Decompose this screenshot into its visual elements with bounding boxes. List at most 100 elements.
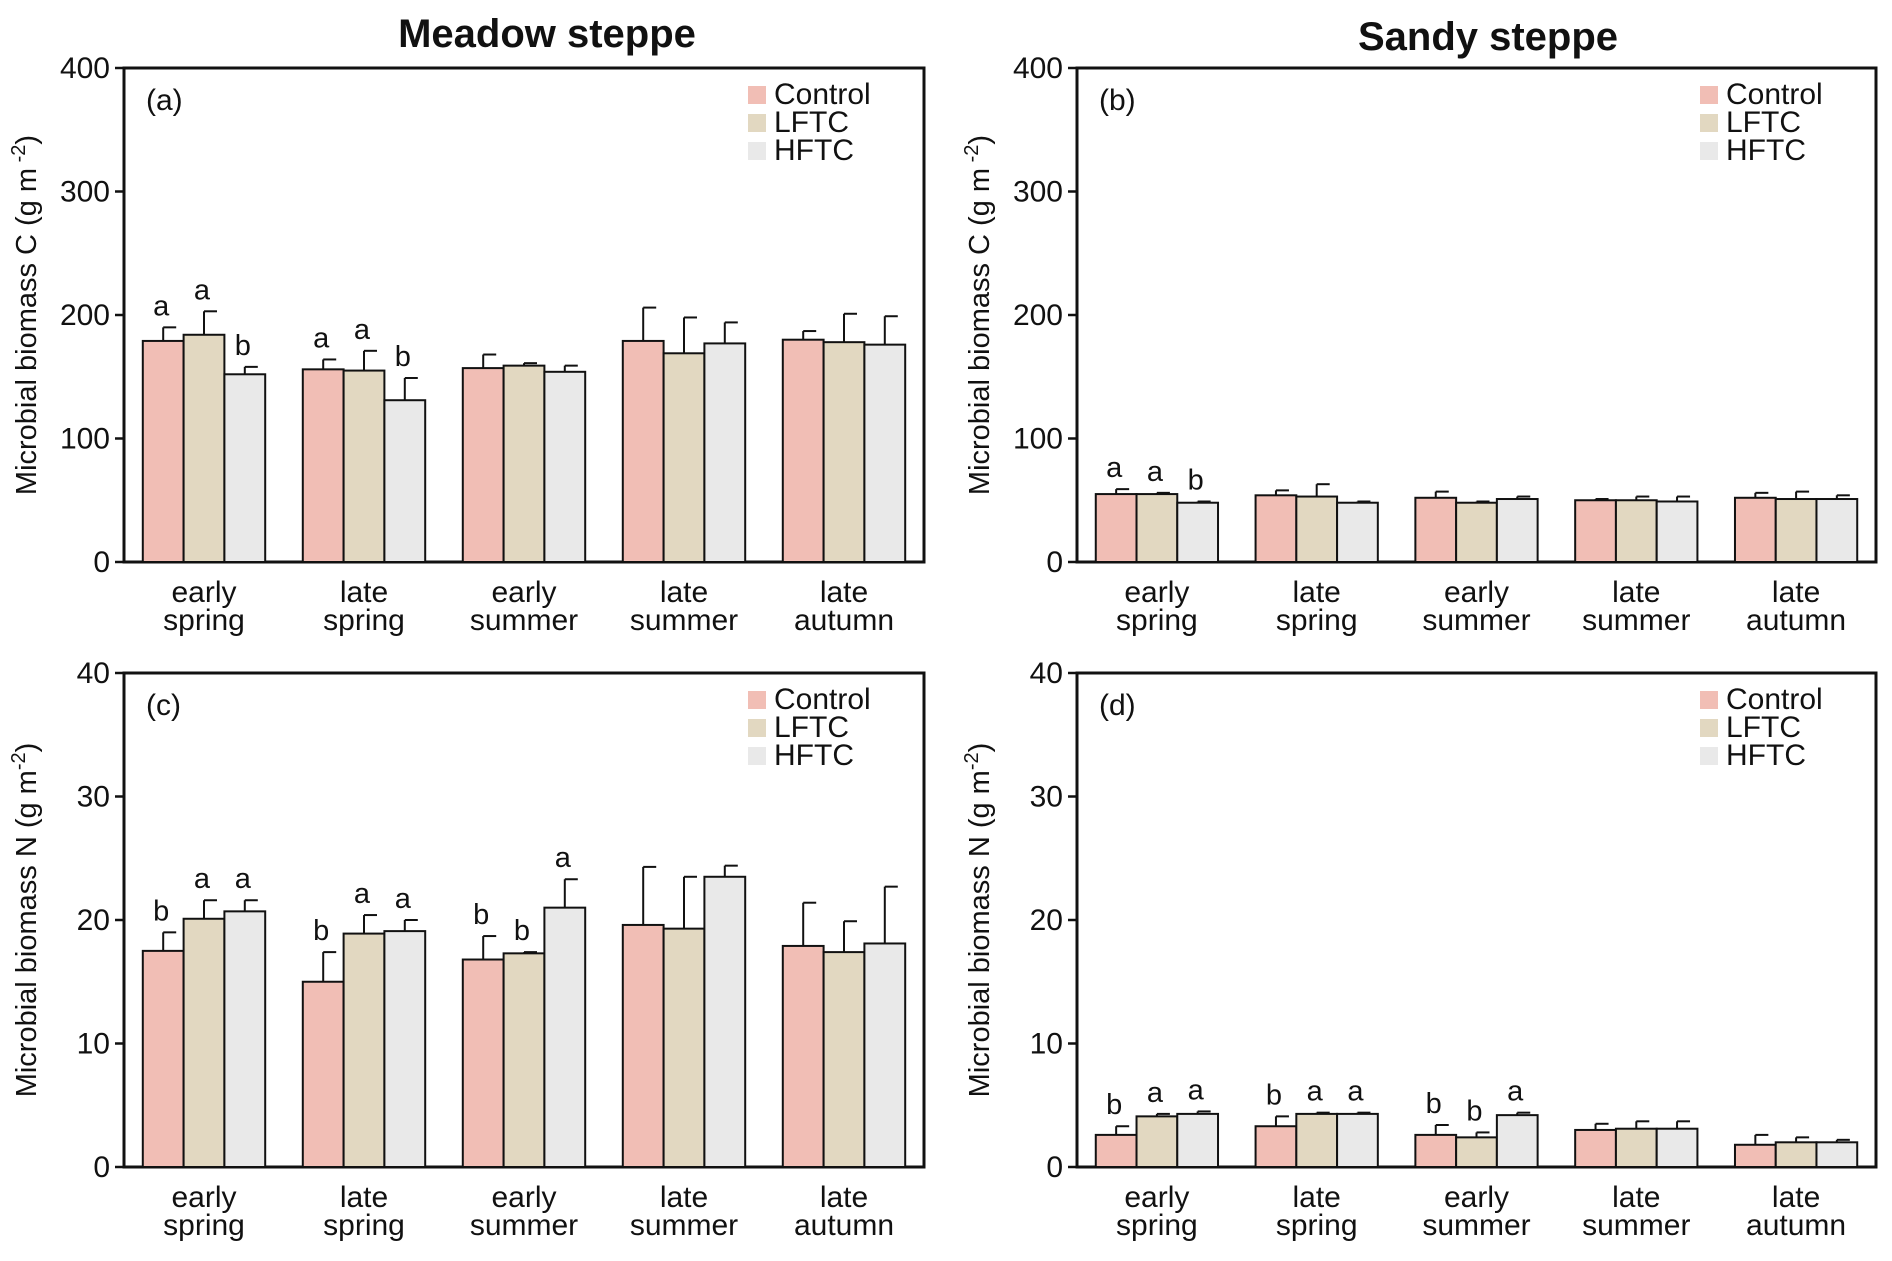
panel-c: 0 10 20 30 40 Microbial biomass N (g m-2) (c) C… xyxy=(8,657,926,1242)
y-tick-label: 10 xyxy=(1030,1028,1063,1061)
bar-hftc xyxy=(1655,500,1699,563)
legend-swatch-hftc xyxy=(1700,142,1718,160)
x-tick-label: late summer xyxy=(630,1181,738,1242)
significance-letter: b xyxy=(473,899,489,931)
significance-letter: a xyxy=(153,290,170,322)
x-tick-label: early summer xyxy=(470,1181,578,1242)
x-tick-label: late autumn xyxy=(794,1181,894,1242)
bar-hftc xyxy=(703,875,747,1169)
panel-label: (a) xyxy=(146,84,183,117)
bar-control xyxy=(461,367,505,564)
bar-control xyxy=(301,368,345,563)
x-tick-label: early summer xyxy=(470,576,578,637)
y-tick-label: 0 xyxy=(1046,546,1063,579)
x-tick-label: late spring xyxy=(1276,576,1358,637)
bar-lftc xyxy=(1774,1141,1818,1169)
legend-label-lftc: LFTC xyxy=(774,106,849,139)
y-tick-label: 300 xyxy=(60,176,110,209)
y-axis-label: Microbial biomass N (g m-2) xyxy=(8,743,43,1098)
significance-letter: a xyxy=(1347,1076,1364,1108)
y-tick-label: 20 xyxy=(1030,904,1063,937)
x-tick-label: late summer xyxy=(1582,576,1690,637)
legend-swatch-lftc xyxy=(748,114,766,132)
x-tick-label: early spring xyxy=(163,1181,245,1242)
bar-hftc xyxy=(223,373,267,563)
bar-control xyxy=(1094,493,1138,564)
significance-letter: a xyxy=(395,883,412,915)
x-tick-label: late spring xyxy=(323,576,405,637)
legend-swatch-control xyxy=(1700,86,1718,104)
bar-control xyxy=(621,339,665,563)
bar-control xyxy=(781,338,825,564)
y-tick-label: 40 xyxy=(1030,657,1063,690)
y-axis-label: Microbial biomass C (g m -2) xyxy=(961,135,996,495)
legend-swatch-lftc xyxy=(1700,719,1718,737)
bar-control xyxy=(301,980,345,1168)
panel-a: 0 100 200 300 400 Microbial biomass C (g m -2… xyxy=(8,52,926,637)
legend-label-lftc: LFTC xyxy=(1726,106,1801,139)
bar-control xyxy=(1094,1133,1138,1169)
bar-lftc xyxy=(1774,498,1818,564)
x-tick-label: late summer xyxy=(630,576,738,637)
y-tick-label: 20 xyxy=(77,904,110,937)
significance-letter: b xyxy=(1266,1079,1282,1111)
legend-swatch-control xyxy=(1700,691,1718,709)
x-tick-label: early summer xyxy=(1422,1181,1530,1242)
bar-control xyxy=(1414,496,1458,563)
x-tick-label: late autumn xyxy=(794,576,894,637)
bar-lftc xyxy=(342,369,386,564)
bar-lftc xyxy=(502,952,546,1168)
legend-swatch-lftc xyxy=(1700,114,1718,132)
bar-lftc xyxy=(502,364,546,564)
panel-label: (d) xyxy=(1099,689,1136,722)
bar-control xyxy=(1254,494,1298,563)
significance-letter: a xyxy=(1147,456,1164,488)
significance-letter: b xyxy=(1188,464,1204,496)
legend-label-hftc: HFTC xyxy=(774,134,854,167)
bar-hftc xyxy=(543,370,587,563)
significance-letter: a xyxy=(313,322,330,354)
bar-hftc xyxy=(1176,501,1220,563)
y-axis-label: Microbial biomass N (g m-2) xyxy=(961,743,996,1098)
x-tick-label: early spring xyxy=(1116,576,1198,637)
bar-hftc xyxy=(1495,1114,1539,1169)
y-tick-label: 10 xyxy=(77,1028,110,1061)
significance-letter: a xyxy=(194,274,211,306)
legend-label-hftc: HFTC xyxy=(1726,739,1806,772)
bar-hftc xyxy=(383,399,427,563)
bar-control xyxy=(1574,1128,1617,1168)
bar-lftc xyxy=(1295,495,1339,564)
bar-control xyxy=(1733,1143,1777,1169)
bar-hftc xyxy=(1336,1112,1379,1169)
bar-lftc xyxy=(822,341,866,564)
bar-hftc xyxy=(863,343,907,564)
legend-label-lftc: LFTC xyxy=(774,711,849,744)
legend-swatch-hftc xyxy=(748,747,766,765)
significance-letter: a xyxy=(354,878,371,910)
bar-lftc xyxy=(1135,1115,1179,1168)
y-tick-label: 100 xyxy=(60,423,110,456)
legend-label-control: Control xyxy=(774,78,871,111)
significance-letter: a xyxy=(1307,1076,1324,1108)
significance-letter: b xyxy=(395,341,411,373)
bar-lftc xyxy=(1135,493,1179,564)
panel-label: (c) xyxy=(146,689,181,722)
bar-hftc xyxy=(1176,1112,1220,1169)
bar-lftc xyxy=(342,932,386,1169)
bar-control xyxy=(1414,1133,1458,1169)
significance-letter: a xyxy=(1188,1074,1205,1106)
bar-control xyxy=(1733,496,1777,563)
y-tick-label: 200 xyxy=(1013,299,1063,332)
bar-lftc xyxy=(182,333,226,564)
legend-label-hftc: HFTC xyxy=(1726,134,1806,167)
x-tick-label: early summer xyxy=(1422,576,1530,637)
bar-control xyxy=(621,923,665,1168)
bar-lftc xyxy=(1614,499,1658,563)
bar-hftc xyxy=(1495,498,1539,564)
significance-letter: b xyxy=(1466,1095,1482,1127)
significance-letter: a xyxy=(194,863,211,895)
y-tick-label: 300 xyxy=(1013,176,1063,209)
bar-hftc xyxy=(223,910,267,1168)
title-right: Sandy steppe xyxy=(1358,15,1618,59)
bar-hftc xyxy=(543,906,587,1169)
